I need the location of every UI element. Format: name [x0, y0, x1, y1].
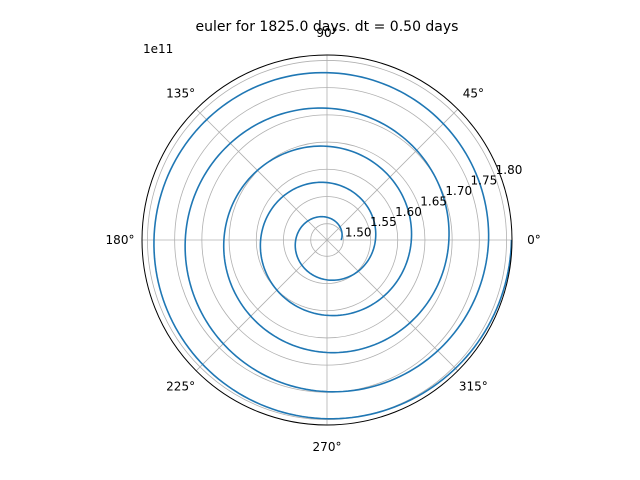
angular-gridline-5	[195, 239, 328, 372]
angular-tick-label-2: 90°	[316, 26, 337, 40]
radial-gridline-1	[283, 196, 371, 284]
angular-tick-label-4: 180°	[106, 233, 135, 247]
series-line-0	[153, 71, 513, 420]
angular-gridline-1	[326, 108, 459, 241]
radial-offset-label: 1e11	[143, 42, 173, 56]
angular-tick-label-7: 315°	[459, 379, 488, 393]
angular-tick-label-1: 45°	[463, 87, 484, 101]
radial-gridline-4	[201, 114, 453, 366]
angular-tick-label-6: 270°	[313, 440, 342, 454]
angular-gridline-3	[195, 108, 328, 241]
angular-tick-label-0: 0°	[527, 233, 541, 247]
grid	[142, 55, 512, 425]
tick-labels: 1.501.551.601.651.701.751.80 0° 45° 90° 135°…	[106, 26, 541, 454]
radial-tick-label-6: 1.80	[496, 163, 523, 177]
radial-tick-label-4: 1.70	[445, 184, 472, 198]
polar-frame	[141, 54, 513, 426]
radial-gridline-6	[147, 60, 507, 420]
radial-gridline-0	[310, 223, 344, 257]
radial-tick-label-3: 1.65	[420, 194, 447, 208]
angular-gridline-7	[326, 239, 459, 372]
radial-tick-label-5: 1.75	[471, 174, 498, 188]
chart-title: euler for 1825.0 days. dt = 0.50 days	[196, 19, 459, 35]
radial-tick-label-2: 1.60	[395, 205, 422, 219]
radial-tick-label-0: 1.50	[345, 226, 372, 240]
angular-tick-label-3: 135°	[166, 87, 195, 101]
radial-gridline-3	[228, 141, 426, 339]
radial-gridline-2	[255, 168, 399, 312]
radial-tick-label-1: 1.55	[370, 215, 397, 229]
angular-tick-label-5: 225°	[166, 379, 195, 393]
plot-area	[153, 71, 513, 420]
